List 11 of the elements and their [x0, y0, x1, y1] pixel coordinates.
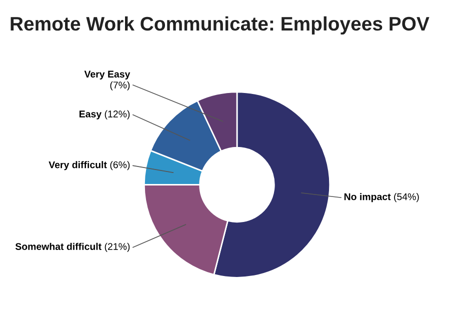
data-label: (12%) — [104, 110, 130, 120]
data-label: (54%) — [394, 193, 419, 202]
slice-label: Easy — [80, 110, 102, 120]
chart-title: Remote Work Communicate: Employees POV — [10, 16, 430, 34]
slice-label: Very Easy — [84, 70, 130, 80]
data-label: (7%) — [110, 81, 130, 90]
slice-label: Somewhat difficult — [15, 242, 102, 250]
data-label: (21%) — [104, 242, 130, 252]
slice-label: Very difficult — [48, 161, 107, 170]
slice-label: No impact — [344, 193, 391, 202]
data-label: (6%) — [110, 161, 130, 170]
